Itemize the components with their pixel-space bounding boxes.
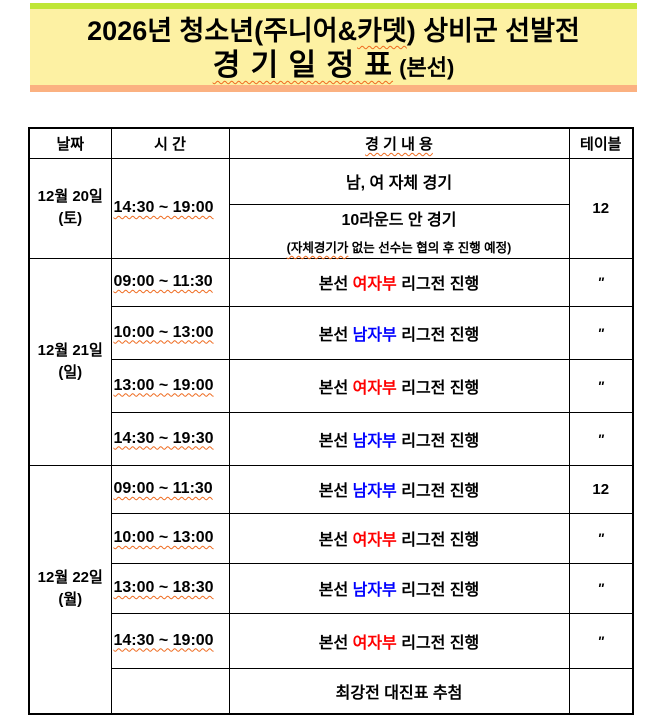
content-cell: 10라운드 안 경기 (자체경기가 없는 선수는 협의 후 진행 예정): [228, 203, 570, 259]
schedule-table: 날짜 시 간 경 기 내 용 테이블 12월 20일 (토) 14:30 ~ 1…: [28, 127, 634, 715]
time-cell: 10:00 ~ 13:00: [110, 512, 230, 564]
content-cell: 본선 여자부 리그전 진행: [228, 257, 570, 307]
content-cell: 남, 여 자체 경기: [228, 157, 570, 205]
table-no-cell: ": [568, 305, 634, 360]
table-row: 12월 20일 (토) 14:30 ~ 19:00 남, 여 자체 경기 12: [28, 157, 634, 259]
title-banner: 2026년 청소년(주니어&카뎃) 상비군 선발전 경 기 일 정 표 (본선): [30, 3, 637, 92]
table-no-cell: ": [568, 562, 634, 614]
content-cell: 본선 남자부 리그전 진행: [228, 411, 570, 466]
title-line2-suffix: (본선): [399, 55, 455, 80]
time-cell: 09:00 ~ 11:30: [110, 257, 230, 307]
table-no-cell-empty: [568, 667, 634, 715]
banner-body: 2026년 청소년(주니어&카뎃) 상비군 선발전 경 기 일 정 표 (본선): [30, 9, 637, 85]
division-label: 남자부: [352, 326, 397, 344]
division-label: 여자부: [352, 379, 397, 397]
content-main: 10라운드 안 경기: [341, 212, 457, 229]
title-line1-pre: 2026년 청소년(주니어&: [87, 16, 358, 46]
time-cell: 13:00 ~ 18:30: [110, 562, 230, 614]
division-label: 여자부: [352, 276, 397, 293]
table-row: 12월 21일 (일) 09:00 ~ 11:30 본선 여자부 리그전 진행 …: [28, 257, 634, 466]
content-cell: 본선 여자부 리그전 진행: [228, 358, 570, 413]
header-date: 날짜: [28, 127, 112, 159]
content-note: (자체경기가 없는 선수는 협의 후 진행 예정): [286, 241, 512, 255]
header-content: 경 기 내 용: [228, 127, 570, 159]
content-cell: 본선 여자부 리그전 진행: [228, 512, 570, 564]
title-line-2: 경 기 일 정 표 (본선): [30, 49, 637, 85]
table-no-cell: ": [568, 612, 634, 669]
content-cell: 본선 남자부 리그전 진행: [228, 305, 570, 360]
title-line2-main: 경 기 일 정 표: [212, 49, 394, 82]
date-cell-dec20: 12월 20일 (토): [28, 157, 112, 259]
division-label: 여자부: [352, 634, 397, 652]
table-no-cell: ": [568, 358, 634, 413]
division-label: 여자부: [352, 532, 397, 549]
table-row: 13:00 ~ 19:00 본선 여자부 리그전 진행 ": [29, 358, 634, 413]
table-row: 13:00 ~ 18:30 본선 남자부 리그전 진행 ": [29, 562, 634, 614]
table-row: 10:00 ~ 13:00 본선 남자부 리그전 진행 ": [29, 305, 634, 360]
table-no-cell: 12: [568, 464, 634, 514]
time-cell: 10:00 ~ 13:00: [110, 305, 230, 360]
banner-bottom-bar: [30, 85, 637, 92]
division-label: 남자부: [352, 582, 397, 599]
time-cell-empty: [110, 667, 230, 715]
date-cell-dec21: 12월 21일 (일): [28, 257, 112, 466]
time-cell: 13:00 ~ 19:00: [110, 358, 230, 413]
content-cell: 최강전 대진표 추첨: [228, 667, 570, 715]
table-row: 14:30 ~ 19:30 본선 남자부 리그전 진행 ": [29, 411, 634, 466]
date-cell-dec22: 12월 22일 (월): [28, 464, 112, 715]
table-row: 12월 22일 (월) 09:00 ~ 11:30 본선 남자부 리그전 진행 …: [28, 464, 634, 715]
content-cell: 본선 여자부 리그전 진행: [228, 612, 570, 669]
title-line-1: 2026년 청소년(주니어&카뎃) 상비군 선발전: [30, 13, 637, 49]
time-cell: 14:30 ~ 19:00: [110, 157, 230, 259]
content-cell: 본선 남자부 리그전 진행: [228, 562, 570, 614]
table-no-cell: ": [568, 411, 634, 466]
banner-top-bar: [30, 3, 637, 9]
header-table-no: 테이블: [568, 127, 634, 159]
header-row: 날짜 시 간 경 기 내 용 테이블: [28, 127, 634, 159]
time-cell: 14:30 ~ 19:30: [110, 411, 230, 466]
table-no-cell: ": [568, 512, 634, 564]
header-time: 시 간: [110, 127, 230, 159]
division-label: 남자부: [352, 432, 397, 450]
table-row: 10:00 ~ 13:00 본선 여자부 리그전 진행 ": [29, 512, 634, 564]
content-cell: 본선 남자부 리그전 진행: [228, 464, 570, 514]
time-cell: 14:30 ~ 19:00: [110, 612, 230, 669]
table-row: 최강전 대진표 추첨: [29, 667, 634, 715]
title-line1-misspelled-word: 카뎃: [357, 16, 407, 46]
table-row: 10라운드 안 경기 (자체경기가 없는 선수는 협의 후 진행 예정): [29, 203, 633, 259]
table-no-cell: 12: [568, 157, 634, 259]
title-line1-post: ) 상비군 선발전: [406, 16, 580, 46]
table-no-cell: ": [568, 257, 634, 307]
division-label: 남자부: [352, 483, 397, 500]
time-cell: 09:00 ~ 11:30: [110, 464, 230, 514]
table-row: 14:30 ~ 19:00 본선 여자부 리그전 진행 ": [29, 612, 634, 669]
